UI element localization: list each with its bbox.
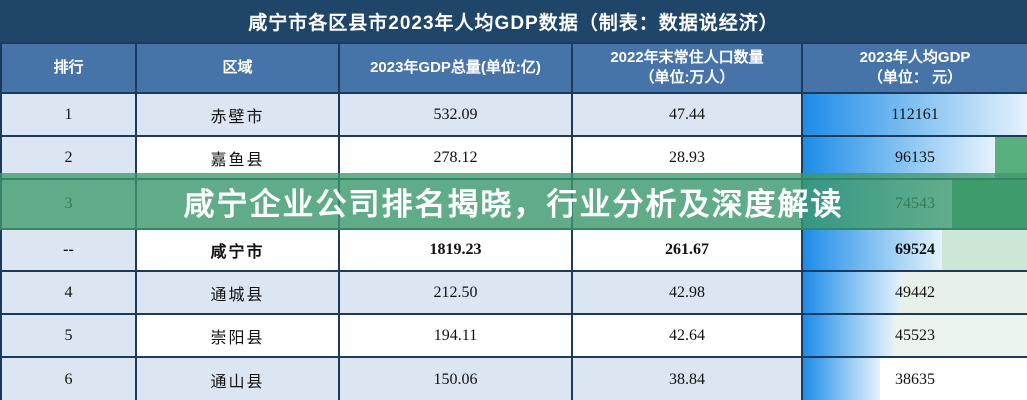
rank-cell: 2 (0, 135, 137, 180)
population-cell: 38.84 (571, 356, 803, 400)
per-capita-cell: 96135 (801, 135, 1027, 180)
table-row: 6 通山县 150.06 38.84 38635 (0, 356, 1027, 400)
table-row-city-total: -- 咸宁市 1819.23 261.67 69524 (0, 228, 1027, 272)
table-row: 2 嘉鱼县 278.12 28.93 96135 (0, 135, 1027, 180)
rank-cell: 1 (0, 92, 137, 137)
column-header-region: 区域 (135, 42, 340, 94)
data-bar (804, 95, 1026, 134)
population-cell: 42.98 (571, 270, 803, 315)
region-cell: 崇阳县 (135, 313, 340, 358)
column-header-gdp: 2023年GDP总量(单位:亿) (338, 42, 573, 94)
per-capita-cell: 45523 (801, 313, 1027, 358)
data-bar (804, 273, 902, 312)
region-cell: 通山县 (135, 356, 340, 400)
population-cell: 42.64 (571, 313, 803, 358)
per-capita-cell: 112161 (801, 92, 1027, 137)
gdp-cell: 150.06 (338, 356, 573, 400)
gdp-cell: 212.50 (338, 270, 573, 315)
column-header-population: 2022年末常住人口数量 （单位:万人） (571, 42, 803, 94)
data-bar (804, 231, 942, 269)
table-row: 5 崇阳县 194.11 42.64 45523 (0, 313, 1027, 358)
overlay-banner: 咸宁企业公司排名揭晓，行业分析及深度解读 (0, 173, 1027, 230)
population-cell: 261.67 (571, 228, 803, 272)
population-cell: 47.44 (571, 92, 803, 137)
rank-cell: 5 (0, 313, 137, 358)
page-title-text: 咸宁市各区县市2023年人均GDP数据（制表：数据说经济） (248, 12, 779, 34)
gdp-cell: 1819.23 (338, 228, 573, 272)
gdp-cell: 532.09 (338, 92, 573, 137)
rank-cell: 4 (0, 270, 137, 315)
overlay-banner-text: 咸宁企业公司排名揭晓，行业分析及深度解读 (183, 187, 844, 222)
table-row: 1 赤壁市 532.09 47.44 112161 (0, 92, 1027, 137)
region-cell: 通城县 (135, 270, 340, 315)
page-title: 咸宁市各区县市2023年人均GDP数据（制表：数据说经济） (0, 0, 1027, 42)
column-header-per-capita: 2023年人均GDP （单位： 元） (801, 42, 1027, 94)
data-bar (804, 359, 881, 400)
table-row: 4 通城县 212.50 42.98 49442 (0, 270, 1027, 315)
per-capita-cell: 49442 (801, 270, 1027, 315)
rank-cell: 6 (0, 356, 137, 400)
column-header-rank: 排行 (0, 42, 137, 94)
per-capita-cell: 38635 (801, 356, 1027, 400)
data-bar (804, 316, 894, 355)
data-bar (804, 138, 995, 177)
header-row: 排行 区域 2023年GDP总量(单位:亿) 2022年末常住人口数量 （单位:万… (0, 42, 1027, 94)
rank-cell: -- (0, 228, 137, 272)
population-cell: 28.93 (571, 135, 803, 180)
region-cell: 赤壁市 (135, 92, 340, 137)
region-cell: 咸宁市 (135, 228, 340, 272)
region-cell: 嘉鱼县 (135, 135, 340, 180)
per-capita-cell: 69524 (801, 228, 1027, 272)
gdp-cell: 194.11 (338, 313, 573, 358)
